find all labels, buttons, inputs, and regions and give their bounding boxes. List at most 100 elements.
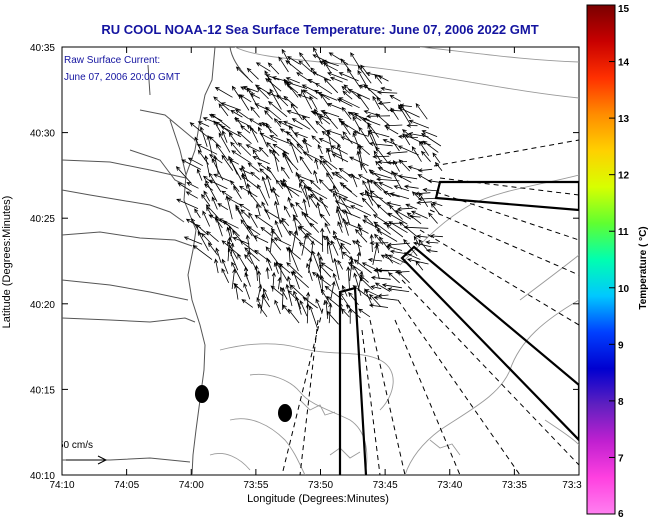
current-vector	[316, 251, 321, 264]
current-vector	[250, 171, 260, 181]
current-vector	[267, 62, 280, 75]
current-vector	[374, 282, 391, 292]
current-vector	[234, 283, 239, 300]
current-vector	[231, 268, 237, 290]
x-tick-label: 73:50	[308, 480, 333, 491]
current-vector	[309, 305, 318, 328]
current-vector	[295, 201, 303, 211]
current-vector	[254, 214, 274, 228]
current-vector	[352, 115, 360, 129]
current-vector	[347, 173, 360, 180]
current-vector	[266, 166, 278, 183]
current-vector	[378, 182, 393, 189]
current-vector	[175, 166, 192, 184]
current-vector	[373, 181, 392, 197]
current-vector	[334, 200, 352, 209]
current-vector	[202, 117, 223, 126]
current-vector	[302, 151, 323, 163]
current-vector	[314, 82, 333, 95]
current-vector	[428, 212, 438, 224]
current-vector	[301, 115, 318, 134]
current-vector	[316, 201, 321, 217]
current-vector	[221, 190, 233, 199]
x-tick-label: 74:05	[114, 480, 139, 491]
current-vector	[422, 187, 440, 192]
current-vector	[317, 91, 338, 101]
colorbar-tick-label: 13	[618, 114, 630, 125]
current-vector	[239, 94, 252, 103]
current-vector	[343, 84, 361, 100]
current-vector	[289, 141, 299, 163]
current-vector	[358, 145, 370, 156]
current-vector	[230, 110, 243, 118]
current-vector	[187, 157, 203, 167]
current-vector	[287, 196, 292, 208]
current-vector	[197, 230, 209, 251]
current-vector	[264, 110, 273, 120]
current-vector	[246, 124, 258, 134]
current-vector	[205, 179, 218, 202]
current-vector	[210, 113, 231, 129]
current-vector	[367, 124, 378, 147]
current-vector	[352, 130, 369, 137]
current-vector	[298, 241, 312, 254]
current-vector	[386, 160, 408, 165]
coastline	[62, 47, 249, 475]
current-vector	[254, 264, 259, 281]
current-vector	[373, 150, 381, 161]
current-vector	[177, 182, 192, 192]
current-vector	[369, 171, 392, 179]
current-vector	[280, 286, 286, 311]
bathymetry-contours	[209, 47, 579, 475]
current-vector	[191, 217, 202, 235]
current-vector	[237, 142, 252, 156]
current-vector	[221, 267, 230, 283]
current-vector	[204, 154, 210, 173]
current-vector	[302, 297, 318, 309]
current-vector	[241, 299, 254, 308]
current-vector	[328, 189, 348, 199]
current-vector	[253, 235, 269, 243]
current-vector	[358, 126, 370, 144]
current-vector	[246, 67, 259, 80]
current-vector	[287, 308, 300, 324]
current-vector	[233, 118, 248, 126]
current-vector	[299, 155, 312, 175]
current-vector	[381, 283, 402, 289]
current-vector	[406, 212, 422, 225]
current-vector	[398, 159, 411, 172]
current-vector	[183, 236, 203, 245]
current-vector	[242, 85, 259, 93]
current-vector	[332, 272, 340, 291]
current-vector	[332, 185, 338, 198]
current-vector	[405, 203, 418, 210]
current-vector	[353, 259, 372, 274]
current-vector	[272, 149, 279, 172]
current-vector	[321, 130, 341, 147]
current-vector	[189, 122, 208, 137]
current-vector	[327, 241, 334, 263]
current-vector	[348, 308, 353, 324]
current-vector	[298, 60, 313, 73]
current-vector	[388, 204, 403, 220]
current-vector	[218, 103, 229, 117]
current-vector	[244, 247, 260, 262]
current-vector	[370, 275, 391, 280]
current-vector	[196, 144, 218, 155]
current-vector	[401, 129, 413, 139]
current-vector	[206, 134, 213, 154]
current-vector	[274, 219, 283, 238]
current-vector	[320, 213, 331, 226]
current-vector	[361, 162, 368, 174]
current-vector	[296, 174, 312, 182]
current-vector	[265, 106, 282, 121]
current-vector	[218, 218, 239, 229]
current-vector	[337, 259, 344, 270]
current-vector	[320, 93, 330, 107]
current-vector	[215, 215, 223, 237]
current-vector	[338, 167, 349, 175]
current-vector	[327, 72, 348, 81]
current-vector	[227, 247, 239, 271]
current-vector	[285, 77, 300, 84]
